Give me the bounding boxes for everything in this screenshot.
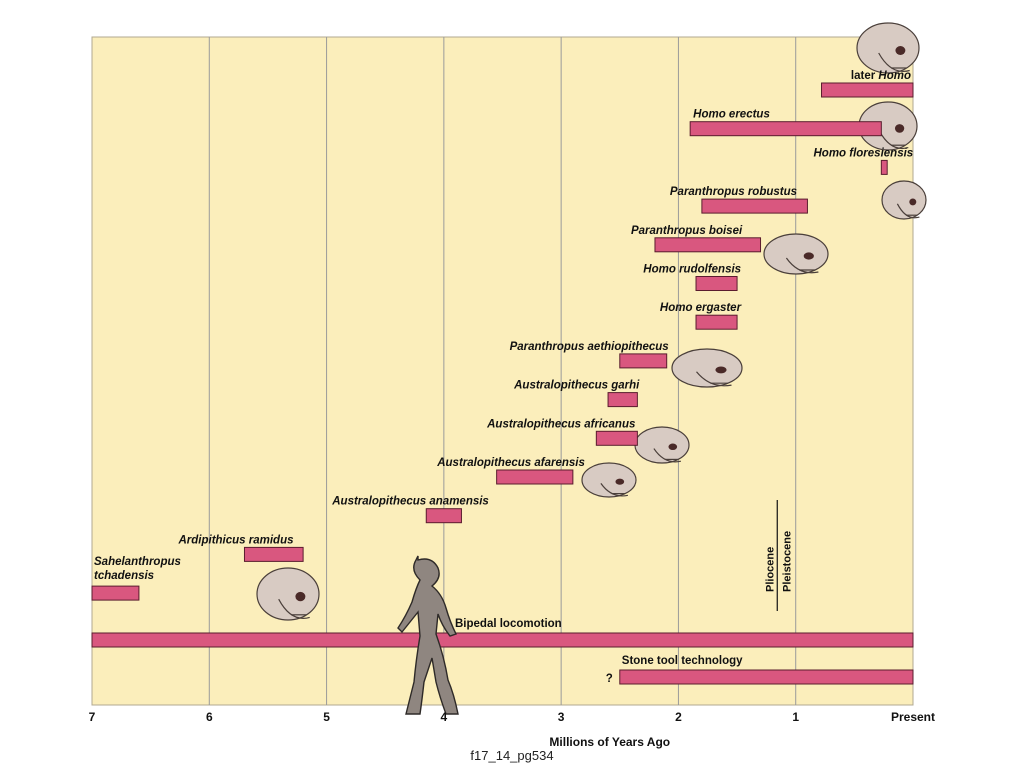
species-bar <box>689 121 882 137</box>
species-bar <box>701 198 808 214</box>
species-bar <box>595 430 638 446</box>
plot-background <box>91 36 914 706</box>
species-bar <box>880 159 888 175</box>
species-bar <box>654 237 762 253</box>
species-bar <box>695 314 738 330</box>
x-tick-label: Present <box>891 710 935 724</box>
hominid-silhouette <box>397 555 459 715</box>
species-label: Paranthropus robustus <box>670 186 797 198</box>
species-label: Homo ergaster <box>660 302 742 314</box>
species-bar <box>496 469 574 485</box>
x-axis-ticks: 7 6 5 4 3 2 1 Present <box>89 710 935 724</box>
species-label: Homo rudolfensis <box>643 264 741 276</box>
species-bar <box>243 546 304 562</box>
trait-bars: Bipedal locomotion Stone tool technology? <box>91 618 914 685</box>
skull-icon-sahelanthropus <box>256 567 320 621</box>
x-tick-label: 6 <box>206 710 213 724</box>
epoch-label: Pleistocene <box>781 531 793 592</box>
species-bar <box>619 353 668 369</box>
species-bar <box>607 392 638 408</box>
trait-bar <box>91 632 914 648</box>
skull-icon-later-homo <box>856 22 920 74</box>
skull-icon-paranthropus-aethiopithecus <box>671 348 743 388</box>
species-label: Australopithecus garhi <box>513 380 640 392</box>
species-label: Sahelanthropus <box>94 556 181 568</box>
trait-label: Stone tool technology <box>622 655 743 667</box>
species-bar <box>821 82 914 98</box>
species-label: Paranthropus aethiopithecus <box>510 341 669 353</box>
species-label: Australopithecus afarensis <box>436 457 585 469</box>
species-label: Paranthropus boisei <box>631 225 743 237</box>
bipedal-hominid-figure <box>397 555 459 715</box>
uncertain-start-mark: ? <box>606 673 613 685</box>
skull-icon-paranthropus-boisei <box>763 233 829 275</box>
species-label: Homo erectus <box>693 109 770 121</box>
trait-bar <box>619 669 914 685</box>
skull-icon-australopithecus-africanus <box>634 426 690 464</box>
epoch-label: Pliocene <box>764 547 776 592</box>
species-bar <box>695 276 738 291</box>
skull-icon-homo-floresiensis <box>881 180 927 220</box>
species-label: Homo floresiensis <box>813 147 913 159</box>
species-label: tchadensis <box>94 570 154 582</box>
species-label: Australopithecus anamensis <box>331 496 489 508</box>
trait-label: Bipedal locomotion <box>455 618 562 630</box>
species-bars: later Homo Homo erectus Homo floresiensis P… <box>91 70 914 601</box>
x-tick-label: 7 <box>89 710 96 724</box>
x-tick-label: 1 <box>792 710 799 724</box>
species-bar <box>425 508 462 524</box>
x-tick-label: 3 <box>558 710 565 724</box>
x-tick-label: 5 <box>323 710 330 724</box>
skull-illustrations <box>256 22 927 621</box>
species-bar <box>91 585 140 601</box>
skull-icon-australopithecus-afarensis <box>581 462 637 498</box>
x-tick-label: 2 <box>675 710 682 724</box>
species-label: Ardipithicus ramidus <box>177 534 293 546</box>
x-tick-label: 4 <box>441 710 448 724</box>
species-label: Australopithecus africanus <box>486 418 635 430</box>
epoch-boundary: Pliocene Pleistocene <box>764 500 793 611</box>
species-label: later Homo <box>851 70 911 82</box>
x-axis-label: Millions of Years Ago <box>549 735 670 749</box>
figure-caption: f17_14_pg534 <box>470 748 554 763</box>
